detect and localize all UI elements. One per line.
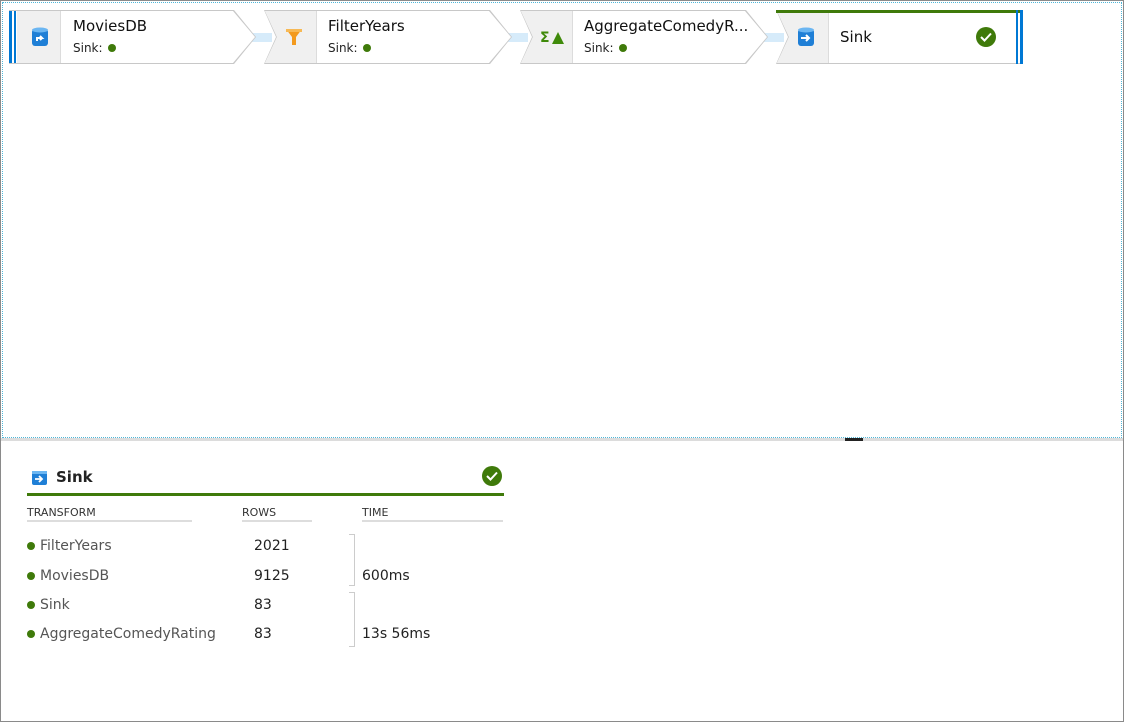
node-sink[interactable]: Sink <box>776 10 1023 64</box>
status-dot <box>107 44 116 52</box>
row-count: 2021 <box>254 538 290 554</box>
stage-bracket <box>349 592 355 647</box>
sink-database-icon <box>32 471 47 485</box>
row-count: 9125 <box>254 568 290 584</box>
success-check-icon <box>976 27 996 47</box>
node-sink-status: Sink: <box>328 41 371 55</box>
connector <box>762 33 784 42</box>
node-filteryears[interactable]: FilterYears Sink: <box>264 10 512 64</box>
status-dot <box>27 601 35 609</box>
node-aggregatecomedyrating[interactable]: Σ AggregateComedyR... Sink: <box>520 10 768 64</box>
panel-divider[interactable] <box>1 438 1123 441</box>
node-sink-status: Sink: <box>584 41 627 55</box>
stage-time: 13s 56ms <box>362 626 431 642</box>
node-title: FilterYears <box>328 17 405 35</box>
row-count: 83 <box>254 597 272 613</box>
status-bar <box>27 493 504 496</box>
stage-bracket <box>349 534 355 586</box>
sink-database-icon <box>798 27 814 46</box>
dataflow-canvas[interactable] <box>2 2 1122 438</box>
status-dot <box>27 630 35 638</box>
status-dot <box>27 572 35 580</box>
status-dot <box>27 542 35 550</box>
transform-name: AggregateComedyRating <box>27 626 216 642</box>
success-check-icon <box>482 466 502 486</box>
row-count: 83 <box>254 626 272 642</box>
header-transform: TRANSFORM <box>27 506 192 522</box>
node-sink-status: Sink: <box>73 41 116 55</box>
header-rows: ROWS <box>242 506 312 522</box>
aggregate-sigma-icon: Σ <box>540 30 564 45</box>
transform-name: MoviesDB <box>27 568 109 584</box>
status-dot <box>362 44 371 52</box>
node-title: AggregateComedyR... <box>584 17 749 35</box>
panel-title: Sink <box>56 468 93 486</box>
node-moviesdb[interactable]: MoviesDB Sink: <box>9 10 256 64</box>
connector <box>506 33 528 42</box>
source-database-icon <box>32 27 48 46</box>
header-time: TIME <box>362 506 503 522</box>
connector <box>250 33 272 42</box>
filter-funnel-icon <box>286 29 302 45</box>
resize-handle[interactable] <box>845 438 863 441</box>
node-title: Sink <box>840 28 872 46</box>
transform-name: FilterYears <box>27 538 112 554</box>
svg-text:Σ: Σ <box>540 30 550 45</box>
transform-name: Sink <box>27 597 70 613</box>
stage-time: 600ms <box>362 568 410 584</box>
status-dot <box>618 44 627 52</box>
node-title: MoviesDB <box>73 17 148 35</box>
